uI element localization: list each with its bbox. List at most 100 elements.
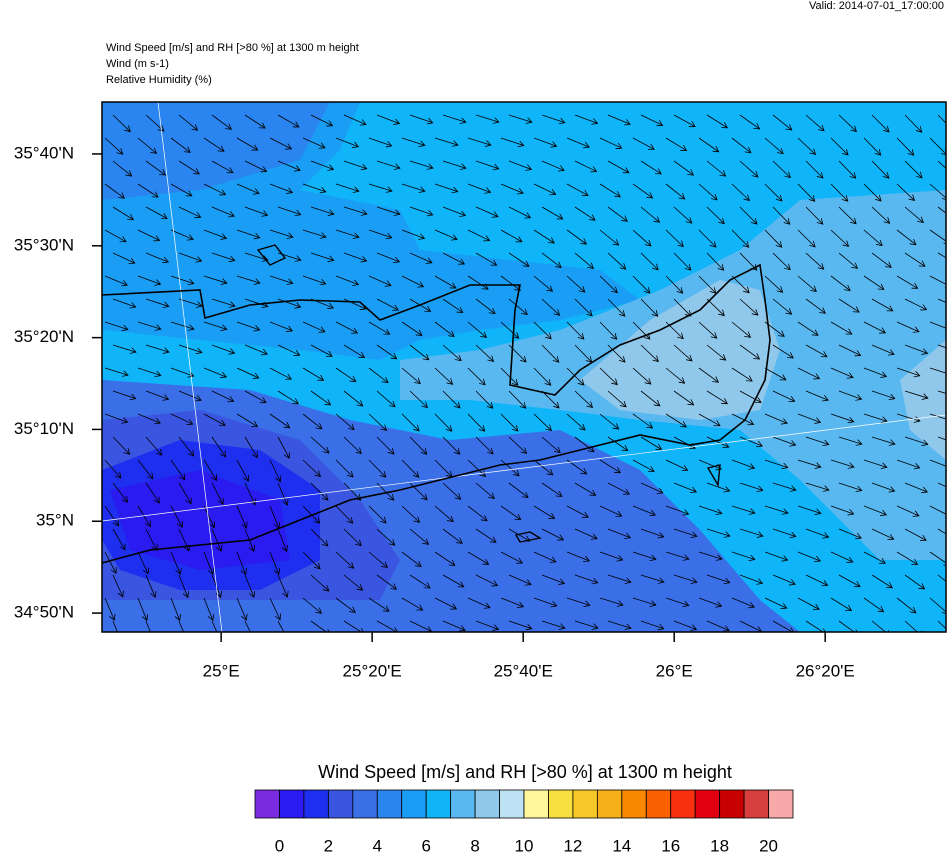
wind-arrow [871,344,894,354]
wind-arrow [368,137,392,146]
wind-arrow [170,137,190,152]
wind-arrow [236,321,260,330]
wind-arrow [904,482,927,492]
wind-arrow [409,620,432,631]
wind-arrow [772,160,790,178]
wind-arrow [937,160,946,170]
wind-arrow [929,321,946,331]
wind-arrow [277,344,300,355]
wind-arrow [401,183,425,191]
map-frame [101,101,947,633]
wind-arrow [277,574,287,597]
wind-arrow [640,298,658,316]
colorbar-box [768,789,794,819]
wind-arrow [170,275,194,284]
wind-arrow [805,482,829,490]
wind-arrow [665,367,685,383]
wind-arrow [731,183,749,201]
wind-arrow [467,597,490,608]
wind-arrow [706,252,724,270]
wind-arrow [830,551,853,562]
wind-arrow [805,344,827,357]
wind-arrow [269,597,280,620]
wind-arrow [566,183,588,196]
wind-arrow [442,390,460,408]
wind-arrow [203,597,213,620]
wind-arrow [368,321,390,334]
y-tick-label: 35°20'N [14,327,74,346]
colorbar-box [425,789,452,819]
wind-arrow [632,229,651,246]
wind-arrow [632,505,655,515]
wind-arrow [541,344,559,362]
wind-arrow [541,298,560,315]
wind-arrow [277,298,301,307]
wind-arrow [838,390,862,399]
x-tick-label: 25°E [203,661,240,680]
wind-arrow [640,528,664,537]
wind-arrow [467,183,491,192]
wind-arrows [104,114,946,632]
wind-arrow [104,229,126,242]
wind-arrow [607,390,626,407]
wind-arrow [335,229,359,237]
wind-arrow [236,505,246,528]
wind-arrow [772,344,793,358]
wind-arrow [772,574,795,584]
wind-arrow [310,482,328,500]
wind-arrow [838,528,861,538]
wind-arrow [145,620,151,632]
wind-arrow [797,275,816,292]
x-tick-label: 25°40'E [494,661,553,680]
wind-arrow [871,620,891,632]
wind-arrow [376,620,398,632]
wind-arrow [937,344,946,349]
wind-arrow [508,482,528,498]
wind-arrow [310,390,331,405]
wind-arrow [698,275,716,293]
wind-arrow [607,298,625,316]
wind-arrow [145,482,159,503]
colorbar-box [523,789,549,819]
wind-arrow [632,321,650,339]
wind-arrow [904,528,926,540]
wind-arrow [500,183,523,193]
wind-arrow [607,206,627,221]
wind-arrow [706,574,730,583]
wind-arrow [632,551,656,559]
wind-arrow [409,528,428,544]
wind-arrow [830,229,849,246]
wind-arrow [566,275,585,292]
wind-arrow [731,367,752,381]
wind-arrow [574,482,596,495]
wind-arrow [302,551,320,569]
wind-arrow [863,367,886,377]
wind-arrow [203,321,227,329]
wind-arrow [772,528,796,537]
wind-arrow [706,390,727,404]
wind-arrow [566,229,586,244]
wind-arrow [574,252,593,268]
wind-arrow [533,137,557,146]
colorbar-tick-label: 0 [275,836,284,854]
wind-arrow [401,137,425,145]
wind-arrow [797,137,816,154]
wind-arrow [442,206,465,216]
wind-arrow [566,321,584,339]
wind-arrow [607,252,626,269]
wind-arrow [805,252,824,269]
wind-arrow [302,137,325,148]
wind-arrow [401,229,424,238]
wind-arrow [731,551,755,559]
wind-arrow [178,298,202,306]
wind-arrow [838,252,857,268]
wind-arrow [739,206,757,224]
wind-arrow [244,252,268,260]
wind-arrow [475,206,498,217]
wind-arrow [310,620,330,632]
wind-arrow [467,321,486,337]
wind-arrow [178,206,201,217]
wind-arrow [706,344,726,360]
wind-arrow [434,229,457,239]
wind-arrow [467,505,487,521]
